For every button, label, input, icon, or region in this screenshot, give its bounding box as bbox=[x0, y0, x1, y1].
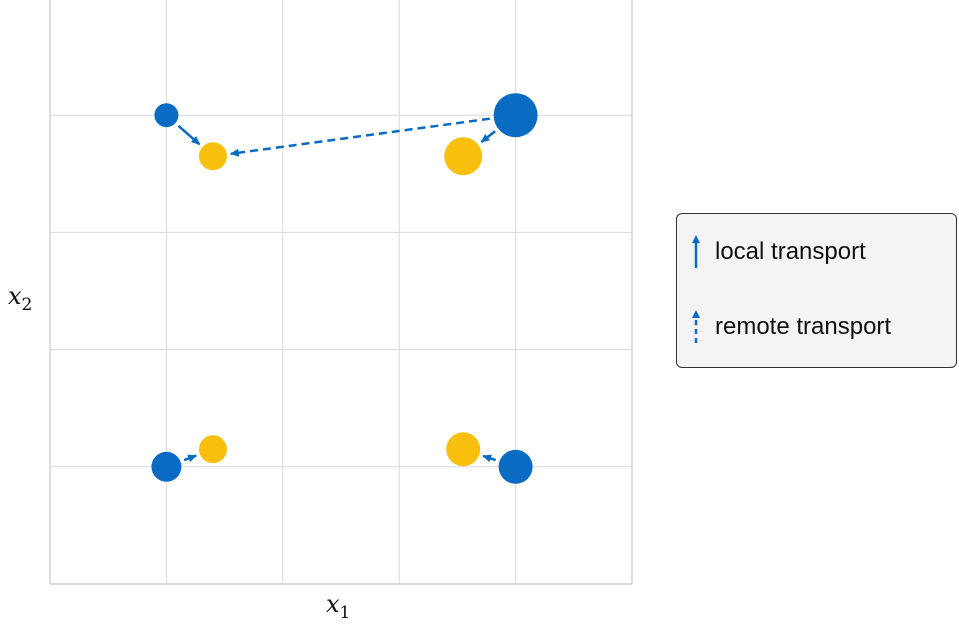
legend-item-remote: remote transport bbox=[689, 307, 891, 347]
legend-item-local: local transport bbox=[689, 232, 866, 272]
source-point bbox=[154, 103, 179, 128]
local-transport-arrow bbox=[482, 454, 497, 463]
legend-label-local: local transport bbox=[715, 238, 866, 265]
x-axis-label: x1 bbox=[326, 590, 351, 623]
source-point bbox=[493, 93, 538, 138]
local-transport-arrow bbox=[480, 130, 496, 144]
legend: local transport remote transport bbox=[676, 213, 957, 368]
legend-label-remote: remote transport bbox=[715, 313, 892, 340]
solid-arrow-icon bbox=[692, 235, 700, 268]
target-point bbox=[446, 432, 481, 467]
target-point bbox=[198, 435, 227, 464]
source-point bbox=[498, 449, 533, 484]
source-point bbox=[151, 451, 182, 482]
dashed-arrow-icon bbox=[692, 310, 700, 343]
target-point bbox=[198, 142, 227, 171]
local-transport-arrow bbox=[177, 124, 201, 146]
y-axis-label: x2 bbox=[8, 282, 33, 315]
target-point bbox=[444, 137, 483, 176]
remote-transport-arrow bbox=[229, 117, 491, 157]
local-transport-arrow bbox=[183, 454, 198, 463]
